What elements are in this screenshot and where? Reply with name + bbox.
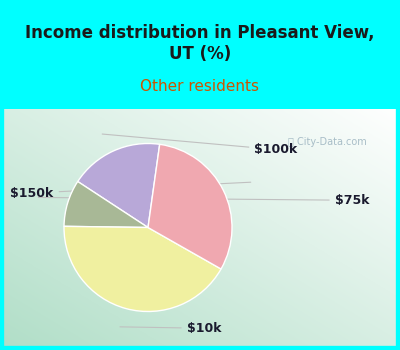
Wedge shape: [78, 144, 160, 228]
Wedge shape: [64, 226, 221, 312]
Text: Other residents: Other residents: [140, 79, 260, 94]
Wedge shape: [64, 182, 148, 228]
Text: $100k: $100k: [102, 134, 298, 156]
Wedge shape: [148, 144, 232, 269]
Text: $75k: $75k: [38, 194, 369, 207]
Text: Income distribution in Pleasant View,
UT (%): Income distribution in Pleasant View, UT…: [25, 24, 375, 63]
Text: ⓘ City-Data.com: ⓘ City-Data.com: [288, 138, 367, 147]
Text: $10k: $10k: [120, 322, 221, 335]
Text: $150k: $150k: [10, 182, 251, 199]
